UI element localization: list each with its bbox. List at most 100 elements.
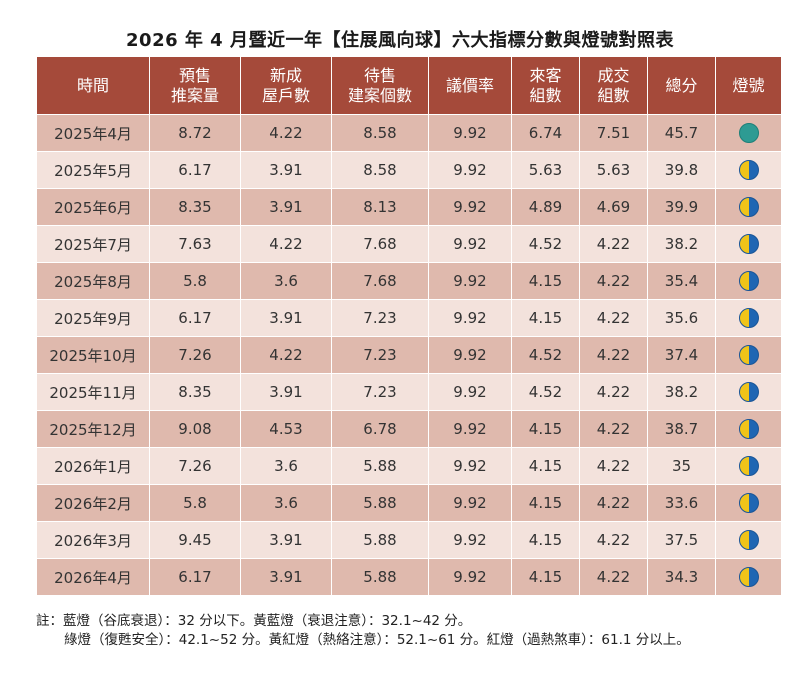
yellow-blue-light-icon xyxy=(738,382,759,402)
table-row: 2025年12月 9.08 4.53 6.78 9.92 4.15 4.22 38.7 xyxy=(37,411,781,447)
cell-bargain: 9.92 xyxy=(429,189,511,225)
cell-deals: 4.22 xyxy=(580,522,647,558)
cell-deals: 4.22 xyxy=(580,559,647,595)
cell-total: 35 xyxy=(648,448,715,484)
cell-visitors: 4.15 xyxy=(512,411,579,447)
header-total: 總分 xyxy=(648,57,715,114)
yellow-blue-light-icon xyxy=(738,530,759,550)
cell-total: 37.5 xyxy=(648,522,715,558)
cell-light xyxy=(716,374,781,410)
cell-bargain: 9.92 xyxy=(429,448,511,484)
cell-presale: 9.08 xyxy=(150,411,240,447)
table-row: 2025年10月 7.26 4.22 7.23 9.92 4.52 4.22 37.4 xyxy=(37,337,781,373)
header-light: 燈號 xyxy=(716,57,781,114)
cell-light xyxy=(716,485,781,521)
cell-bargain: 9.92 xyxy=(429,411,511,447)
cell-visitors: 4.15 xyxy=(512,559,579,595)
cell-period: 2025年7月 xyxy=(37,226,149,262)
cell-bargain: 9.92 xyxy=(429,226,511,262)
cell-new-units: 3.91 xyxy=(241,300,331,336)
cell-bargain: 9.92 xyxy=(429,115,511,151)
cell-bargain: 9.92 xyxy=(429,522,511,558)
table-row: 2025年7月 7.63 4.22 7.68 9.92 4.52 4.22 38.2 xyxy=(37,226,781,262)
cell-visitors: 4.52 xyxy=(512,337,579,373)
yellow-blue-light-icon xyxy=(738,160,759,180)
cell-deals: 4.22 xyxy=(580,448,647,484)
cell-pending: 7.68 xyxy=(332,226,428,262)
cell-pending: 5.88 xyxy=(332,522,428,558)
cell-period: 2026年1月 xyxy=(37,448,149,484)
cell-presale: 8.35 xyxy=(150,189,240,225)
cell-deals: 4.22 xyxy=(580,226,647,262)
cell-new-units: 3.91 xyxy=(241,374,331,410)
cell-total: 38.2 xyxy=(648,374,715,410)
cell-light xyxy=(716,189,781,225)
cell-total: 35.6 xyxy=(648,300,715,336)
cell-pending: 8.58 xyxy=(332,152,428,188)
footnote-line-1: 註：藍燈（谷底衰退）：32 分以下。黃藍燈（衰退注意）：32.1~42 分。 xyxy=(36,613,472,629)
cell-pending: 5.88 xyxy=(332,485,428,521)
table-row: 2025年8月 5.8 3.6 7.68 9.92 4.15 4.22 35.4 xyxy=(37,263,781,299)
cell-period: 2025年9月 xyxy=(37,300,149,336)
yellow-blue-light-icon xyxy=(738,234,759,254)
cell-total: 38.7 xyxy=(648,411,715,447)
cell-presale: 7.63 xyxy=(150,226,240,262)
cell-bargain: 9.92 xyxy=(429,152,511,188)
cell-presale: 6.17 xyxy=(150,559,240,595)
cell-light xyxy=(716,337,781,373)
cell-light xyxy=(716,226,781,262)
cell-pending: 7.23 xyxy=(332,337,428,373)
cell-pending: 7.68 xyxy=(332,263,428,299)
cell-period: 2025年8月 xyxy=(37,263,149,299)
cell-deals: 5.63 xyxy=(580,152,647,188)
cell-new-units: 4.53 xyxy=(241,411,331,447)
cell-visitors: 4.52 xyxy=(512,226,579,262)
cell-period: 2025年10月 xyxy=(37,337,149,373)
cell-total: 39.9 xyxy=(648,189,715,225)
yellow-blue-light-icon xyxy=(738,197,759,217)
cell-total: 37.4 xyxy=(648,337,715,373)
cell-period: 2026年3月 xyxy=(37,522,149,558)
yellow-blue-light-icon xyxy=(738,567,759,587)
table-row: 2025年11月 8.35 3.91 7.23 9.92 4.52 4.22 38.2 xyxy=(37,374,781,410)
cell-presale: 8.35 xyxy=(150,374,240,410)
header-deals: 成交 組數 xyxy=(580,57,647,114)
yellow-blue-light-icon xyxy=(738,345,759,365)
cell-presale: 7.26 xyxy=(150,448,240,484)
cell-bargain: 9.92 xyxy=(429,300,511,336)
yellow-blue-light-icon xyxy=(738,271,759,291)
table-row: 2025年4月 8.72 4.22 8.58 9.92 6.74 7.51 45.7 xyxy=(37,115,781,151)
cell-deals: 4.22 xyxy=(580,485,647,521)
cell-period: 2025年6月 xyxy=(37,189,149,225)
cell-light xyxy=(716,522,781,558)
cell-deals: 4.22 xyxy=(580,263,647,299)
green-light-icon xyxy=(738,123,759,143)
cell-period: 2025年12月 xyxy=(37,411,149,447)
cell-deals: 4.22 xyxy=(580,374,647,410)
cell-presale: 6.17 xyxy=(150,300,240,336)
yellow-blue-light-icon xyxy=(738,493,759,513)
cell-light xyxy=(716,300,781,336)
cell-pending: 8.13 xyxy=(332,189,428,225)
cell-visitors: 4.15 xyxy=(512,300,579,336)
header-bargain: 議價率 xyxy=(429,57,511,114)
header-pending: 待售 建案個數 xyxy=(332,57,428,114)
cell-presale: 5.8 xyxy=(150,485,240,521)
cell-deals: 4.22 xyxy=(580,300,647,336)
cell-pending: 7.23 xyxy=(332,300,428,336)
cell-new-units: 3.91 xyxy=(241,152,331,188)
cell-total: 38.2 xyxy=(648,226,715,262)
cell-period: 2025年11月 xyxy=(37,374,149,410)
table-row: 2026年1月 7.26 3.6 5.88 9.92 4.15 4.22 35 xyxy=(37,448,781,484)
cell-visitors: 4.52 xyxy=(512,374,579,410)
cell-pending: 5.88 xyxy=(332,448,428,484)
table-row: 2025年6月 8.35 3.91 8.13 9.92 4.89 4.69 39.9 xyxy=(37,189,781,225)
cell-deals: 4.22 xyxy=(580,411,647,447)
cell-deals: 4.22 xyxy=(580,337,647,373)
footnote-line-2: 綠燈（復甦安全）：42.1~52 分。黃紅燈（熱絡注意）：52.1~61 分。紅… xyxy=(64,632,690,648)
cell-light xyxy=(716,559,781,595)
cell-light xyxy=(716,115,781,151)
cell-visitors: 5.63 xyxy=(512,152,579,188)
yellow-blue-light-icon xyxy=(738,456,759,476)
cell-bargain: 9.92 xyxy=(429,337,511,373)
